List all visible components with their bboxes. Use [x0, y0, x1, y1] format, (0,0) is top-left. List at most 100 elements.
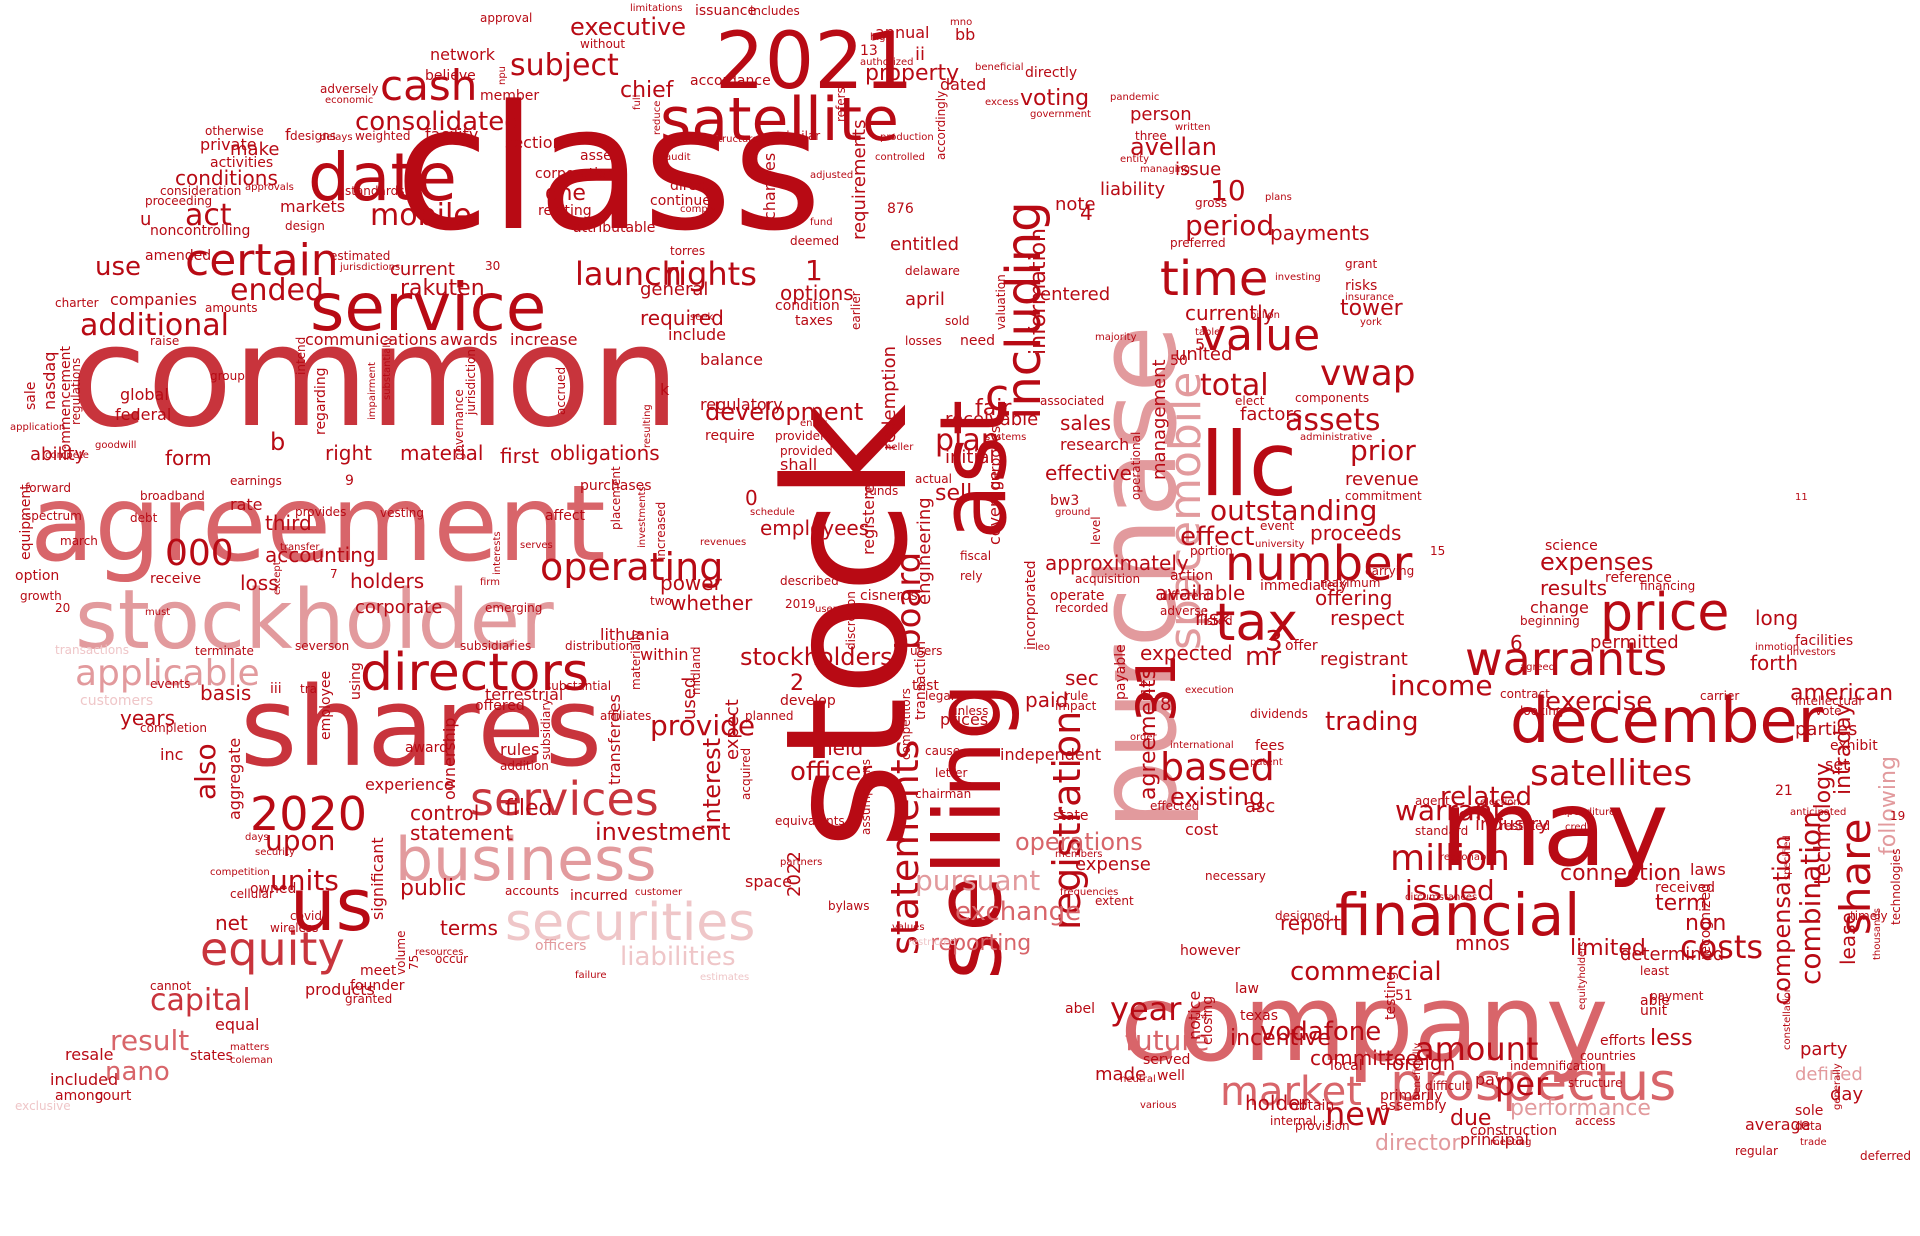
cloud-word: mno: [950, 17, 972, 28]
cloud-word: includes: [750, 4, 800, 18]
cloud-word: provide: [650, 709, 755, 742]
cloud-word: bw3: [1050, 493, 1079, 509]
cloud-word: anticipated: [1790, 807, 1846, 818]
cloud-word: determined: [1620, 944, 1724, 965]
cloud-word: payment: [1650, 989, 1704, 1003]
cloud-word: unit: [1640, 1003, 1668, 1019]
cloud-word: test: [912, 678, 939, 694]
cloud-word: statement: [410, 821, 513, 845]
cloud-word: data: [1795, 1119, 1822, 1133]
cloud-word: systems: [985, 432, 1026, 443]
cloud-word: 7: [330, 567, 338, 581]
cloud-word: incentive: [1230, 1026, 1331, 1051]
cloud-word: chief: [620, 78, 675, 103]
cloud-word: circumstances: [1405, 892, 1477, 903]
cloud-word: expected: [1140, 641, 1233, 665]
cloud-word: 5: [1195, 335, 1205, 354]
cloud-word: estimates: [700, 972, 749, 983]
cloud-word: efforts: [1600, 1033, 1645, 1049]
cloud-word: volume: [394, 931, 408, 975]
cloud-word: research: [1060, 435, 1129, 454]
cloud-word: upon: [265, 824, 335, 857]
cloud-word: technology: [1811, 763, 1836, 885]
cloud-word: grant: [1345, 257, 1378, 271]
cloud-word: approximately: [1045, 551, 1189, 575]
cloud-word: development: [705, 398, 863, 426]
cloud-word: 12: [1139, 680, 1153, 695]
cloud-word: rules: [500, 740, 539, 759]
cloud-word: compensation: [1768, 835, 1796, 1005]
cloud-word: event: [1260, 519, 1294, 533]
cloud-word: federal: [115, 405, 171, 424]
cloud-word: term: [1655, 891, 1707, 916]
cloud-word: effected: [1150, 799, 1199, 813]
cloud-word: satellites: [1530, 753, 1692, 794]
cloud-word: similar: [780, 129, 820, 143]
cloud-word: severson: [295, 639, 349, 653]
cloud-word: changes: [760, 153, 779, 220]
cloud-word: order: [1130, 732, 1158, 743]
cloud-word: million: [1390, 838, 1510, 879]
cloud-word: meeting: [1490, 1137, 1531, 1148]
cloud-word: except: [272, 561, 283, 595]
cloud-word: plan: [935, 423, 1000, 458]
cloud-word: consideration: [160, 184, 241, 198]
cloud-word: right: [325, 441, 372, 465]
cloud-word: weighted: [355, 129, 410, 143]
cloud-word: level: [1089, 516, 1103, 545]
cloud-word: credit: [1565, 822, 1594, 833]
cloud-word: form: [165, 446, 212, 470]
cloud-word: security: [255, 847, 295, 858]
cloud-word: extent: [1095, 894, 1134, 908]
cloud-word: basis: [200, 681, 251, 705]
cloud-word: 2020: [250, 787, 367, 841]
cloud-word: one: [545, 181, 586, 206]
cloud-word: voting: [1020, 86, 1089, 111]
cloud-word: serves: [520, 540, 553, 551]
cloud-word: intellectual: [1795, 694, 1862, 708]
cloud-word: controlled: [875, 152, 925, 163]
cloud-word: inmotion: [1755, 642, 1799, 653]
cloud-word: regarding: [313, 367, 329, 435]
cloud-word: reporting: [930, 931, 1031, 956]
cloud-word: launch: [575, 255, 682, 293]
cloud-word: believe: [425, 68, 476, 84]
cloud-word: raise: [150, 334, 179, 348]
cloud-word: group: [210, 369, 245, 383]
cloud-word: securities: [505, 893, 755, 953]
cloud-word: days: [245, 832, 269, 843]
cloud-word: execution: [1185, 685, 1234, 696]
cloud-word: years: [120, 706, 175, 730]
cloud-word: assumptions: [859, 759, 873, 835]
cloud-word: purposes: [988, 426, 1004, 490]
cloud-word: unless: [950, 704, 988, 718]
cloud-word: 20: [55, 601, 70, 615]
cloud-word: customers: [80, 693, 153, 709]
cloud-word: fund: [810, 217, 833, 228]
cloud-word: structure: [1568, 1076, 1622, 1090]
cloud-word: 2021: [715, 17, 914, 107]
cloud-word: restated: [1500, 819, 1550, 833]
cloud-word: trade: [1800, 1137, 1827, 1148]
cloud-word: ii: [915, 44, 925, 65]
cloud-word: equity: [200, 922, 345, 976]
cloud-word: space: [745, 872, 792, 891]
cloud-word: amount: [1415, 1030, 1538, 1068]
cloud-word: authorized: [860, 57, 913, 68]
cloud-word: due: [1450, 1106, 1491, 1131]
cloud-word: noncontrolling: [150, 223, 250, 239]
cloud-word: foreign: [1385, 1051, 1455, 1075]
cloud-word: officer: [790, 757, 872, 787]
cloud-word: forward: [25, 481, 71, 495]
cloud-word: prices: [940, 710, 988, 729]
cloud-word: bylaws: [828, 899, 869, 913]
cloud-word: investments: [637, 486, 648, 548]
cloud-word: currently: [1185, 301, 1275, 325]
cloud-word: spectrum: [25, 509, 82, 523]
cloud-word: 21: [1775, 783, 1793, 799]
cloud-word: number: [1225, 536, 1413, 592]
cloud-word: year: [1110, 990, 1182, 1028]
cloud-word: c: [985, 370, 1009, 421]
cloud-word: matters: [230, 1042, 269, 1053]
